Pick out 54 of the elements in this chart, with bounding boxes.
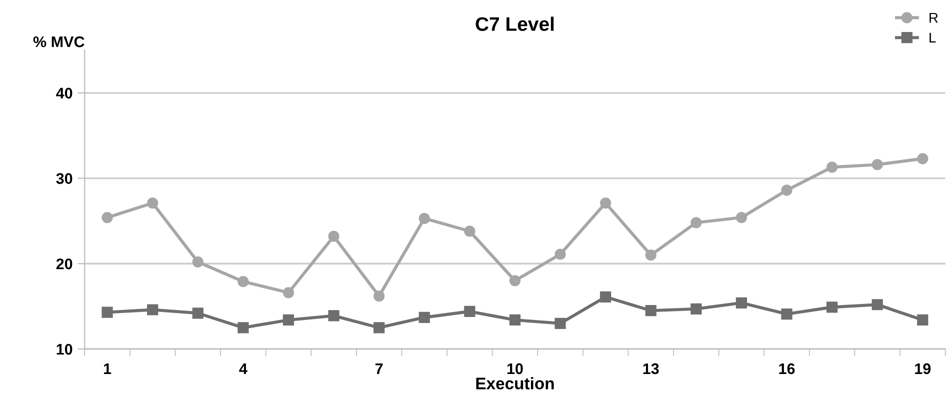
point bbox=[781, 308, 792, 320]
point bbox=[690, 217, 702, 228]
point bbox=[872, 299, 883, 310]
legend-label: R bbox=[930, 13, 938, 23]
point bbox=[328, 230, 340, 242]
point bbox=[872, 159, 883, 170]
point bbox=[645, 305, 656, 316]
point bbox=[238, 276, 249, 288]
y-axis-title: % MVC bbox=[33, 36, 84, 48]
point bbox=[192, 308, 204, 319]
point bbox=[282, 314, 294, 326]
point bbox=[781, 184, 792, 196]
point bbox=[509, 314, 521, 326]
x-tick-label: 10 bbox=[507, 363, 523, 374]
point bbox=[645, 250, 656, 261]
point bbox=[826, 162, 838, 173]
point bbox=[600, 291, 612, 302]
x-axis-title: Execution bbox=[476, 377, 554, 390]
y-tick-label: 30 bbox=[56, 173, 72, 184]
point bbox=[192, 256, 204, 268]
point bbox=[374, 290, 385, 302]
point bbox=[736, 212, 748, 224]
point bbox=[554, 318, 566, 329]
chart-title: C7 Level bbox=[476, 16, 554, 31]
point bbox=[374, 322, 385, 334]
point bbox=[464, 226, 476, 237]
x-tick-label: 16 bbox=[779, 363, 795, 374]
point bbox=[102, 306, 113, 318]
x-tick-label: 1 bbox=[104, 363, 112, 374]
point bbox=[509, 275, 521, 286]
point bbox=[418, 312, 430, 323]
point bbox=[917, 153, 928, 164]
point bbox=[826, 302, 838, 313]
x-tick-label: 13 bbox=[643, 363, 659, 374]
point bbox=[328, 310, 340, 322]
y-tick-label: 20 bbox=[56, 258, 72, 270]
x-tick-label: 7 bbox=[375, 363, 383, 374]
point bbox=[102, 212, 113, 224]
point bbox=[736, 297, 748, 308]
y-tick-label: 10 bbox=[56, 344, 72, 355]
y-tick-label: 40 bbox=[56, 88, 72, 99]
point bbox=[418, 212, 430, 224]
point bbox=[147, 197, 158, 209]
x-tick-label: 4 bbox=[239, 363, 248, 374]
point bbox=[917, 314, 928, 326]
x-tick-label: 19 bbox=[915, 363, 931, 374]
point bbox=[147, 304, 158, 316]
legend-label: L bbox=[930, 32, 936, 42]
point bbox=[690, 303, 702, 314]
point bbox=[238, 322, 249, 334]
point bbox=[464, 306, 476, 318]
point bbox=[554, 248, 566, 260]
point bbox=[282, 287, 294, 298]
point bbox=[600, 197, 612, 209]
